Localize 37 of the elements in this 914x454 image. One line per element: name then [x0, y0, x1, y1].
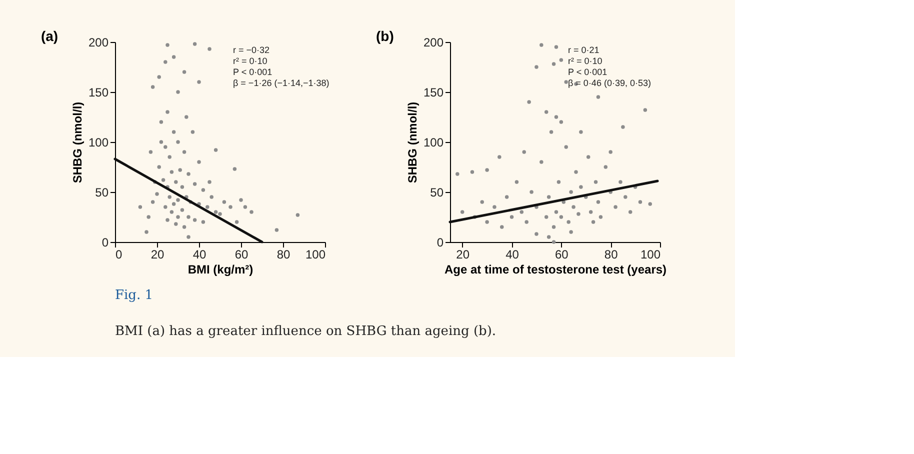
- annotation: r² = 0·10: [233, 56, 268, 66]
- x-tick-label: 60: [234, 248, 248, 262]
- chart-title: (a): [40, 28, 58, 44]
- y-tick-label: 0: [436, 236, 444, 250]
- text: BMI (a) has a greater influence on SHBG than ageing (b).: [115, 324, 496, 339]
- annotation: P < 0·001: [233, 67, 272, 77]
- x-tick-label: 20: [456, 248, 470, 262]
- annotation: r = −0·32: [233, 45, 270, 55]
- x-axis-title: Age at time of testosterone test (years): [444, 262, 667, 276]
- y-tick-label: 150: [88, 86, 109, 100]
- caption: Fig. 1: [115, 288, 154, 303]
- annotation: r = 0·21: [568, 45, 600, 55]
- x-tick-label: 20: [150, 248, 164, 262]
- y-tick-label: 200: [88, 36, 109, 50]
- x-tick-label: 80: [604, 248, 618, 262]
- x-tick-label: 0: [116, 248, 122, 262]
- y-tick-label: 0: [102, 236, 109, 250]
- x-tick-label: 100: [305, 248, 326, 262]
- x-tick-label: 40: [192, 248, 206, 262]
- x-tick-label: 100: [640, 248, 661, 262]
- annotation: β = 0·46 (0·39, 0·53): [568, 78, 651, 88]
- annotation: β = −1·26 (−1·14,−1·38): [233, 78, 330, 88]
- x-tick-label: 40: [506, 248, 520, 262]
- annotation: r² = 0·10: [568, 56, 602, 66]
- y-axis-title: SHBG (nmol/l): [70, 102, 84, 184]
- y-tick-label: 150: [423, 86, 444, 100]
- chart-title: (b): [376, 28, 394, 44]
- x-axis-title: BMI (kg/m²): [188, 262, 254, 276]
- x-tick-label: 60: [554, 248, 569, 262]
- y-tick-label: 100: [423, 136, 444, 150]
- y-tick-label: 100: [88, 136, 109, 150]
- y-tick-label: 50: [95, 186, 109, 200]
- annotation: P < 0·001: [568, 67, 608, 77]
- x-tick-label: 80: [276, 248, 290, 262]
- y-tick-label: 50: [430, 186, 444, 200]
- y-axis-title: SHBG (nmol/l): [405, 102, 420, 184]
- y-tick-label: 200: [423, 36, 444, 50]
